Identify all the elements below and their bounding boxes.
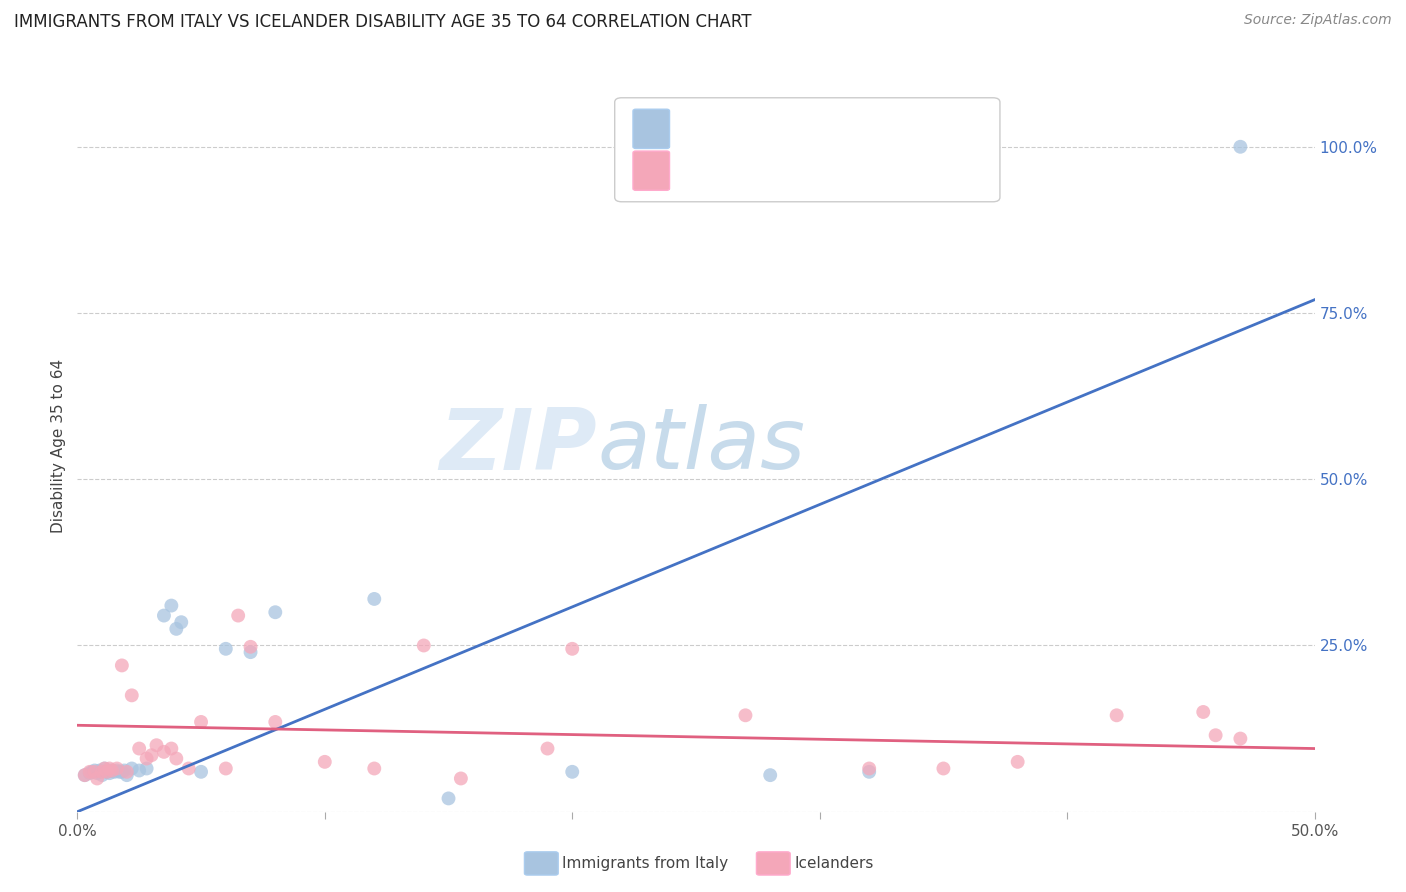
Point bbox=[264, 714, 287, 729]
Point bbox=[264, 605, 287, 619]
Point bbox=[98, 766, 121, 780]
Point bbox=[239, 640, 262, 654]
Point bbox=[98, 762, 121, 776]
Point bbox=[79, 766, 101, 780]
Point bbox=[128, 764, 150, 778]
Point bbox=[153, 608, 176, 623]
Point bbox=[101, 764, 124, 778]
Point bbox=[561, 764, 583, 779]
Text: Source: ZipAtlas.com: Source: ZipAtlas.com bbox=[1244, 13, 1392, 28]
Point bbox=[96, 764, 118, 779]
Point bbox=[450, 772, 472, 786]
Point bbox=[115, 768, 138, 782]
Point bbox=[93, 762, 115, 776]
Point bbox=[111, 764, 134, 779]
Point bbox=[363, 762, 385, 776]
Text: Icelanders: Icelanders bbox=[794, 856, 873, 871]
Point bbox=[314, 755, 336, 769]
Point bbox=[1007, 755, 1029, 769]
Point bbox=[83, 764, 105, 779]
Point bbox=[108, 764, 131, 779]
Point bbox=[226, 608, 249, 623]
Point bbox=[111, 658, 134, 673]
Point bbox=[1105, 708, 1128, 723]
Point bbox=[79, 764, 101, 779]
Point bbox=[858, 764, 880, 779]
Point bbox=[734, 708, 756, 723]
Point bbox=[412, 639, 434, 653]
Point bbox=[165, 751, 187, 765]
Point bbox=[759, 768, 782, 782]
Point bbox=[101, 764, 124, 778]
Point bbox=[93, 762, 115, 776]
Text: ZIP: ZIP bbox=[439, 404, 598, 488]
Text: R =  0.725: R = 0.725 bbox=[678, 120, 766, 138]
Point bbox=[536, 741, 558, 756]
Point bbox=[145, 738, 167, 752]
Point bbox=[170, 615, 193, 630]
Point bbox=[239, 645, 262, 659]
Point bbox=[112, 764, 135, 778]
Point bbox=[128, 741, 150, 756]
Point bbox=[215, 762, 238, 776]
Point bbox=[121, 762, 143, 776]
Point bbox=[135, 751, 157, 765]
Point bbox=[1192, 705, 1215, 719]
Point bbox=[83, 764, 105, 778]
Point bbox=[190, 714, 212, 729]
Point bbox=[160, 599, 183, 613]
Point bbox=[86, 766, 108, 780]
Point bbox=[115, 764, 138, 779]
Point bbox=[215, 641, 238, 656]
Point bbox=[96, 764, 118, 779]
Text: R = -0.134: R = -0.134 bbox=[678, 161, 768, 179]
Point bbox=[437, 791, 460, 805]
Text: Immigrants from Italy: Immigrants from Italy bbox=[562, 856, 728, 871]
Point bbox=[73, 768, 96, 782]
Point bbox=[141, 748, 163, 763]
Point bbox=[932, 762, 955, 776]
Point bbox=[153, 745, 176, 759]
Point bbox=[91, 764, 114, 779]
Point bbox=[1229, 140, 1251, 154]
Point bbox=[858, 762, 880, 776]
Point bbox=[91, 768, 114, 782]
Point bbox=[121, 689, 143, 703]
Text: atlas: atlas bbox=[598, 404, 806, 488]
Point bbox=[561, 641, 583, 656]
Point bbox=[89, 764, 111, 778]
Point bbox=[1229, 731, 1251, 746]
Point bbox=[363, 591, 385, 606]
Text: N = 26: N = 26 bbox=[804, 120, 862, 138]
Point bbox=[73, 768, 96, 782]
Point bbox=[1205, 728, 1227, 742]
Point bbox=[103, 764, 125, 779]
Y-axis label: Disability Age 35 to 64: Disability Age 35 to 64 bbox=[51, 359, 66, 533]
Point bbox=[177, 762, 200, 776]
Point bbox=[86, 772, 108, 786]
Point bbox=[190, 764, 212, 779]
Point bbox=[105, 764, 128, 778]
Point bbox=[165, 622, 187, 636]
Point bbox=[105, 762, 128, 776]
Text: N = 40: N = 40 bbox=[804, 161, 862, 179]
Point bbox=[82, 764, 104, 779]
Point bbox=[135, 762, 157, 776]
Text: IMMIGRANTS FROM ITALY VS ICELANDER DISABILITY AGE 35 TO 64 CORRELATION CHART: IMMIGRANTS FROM ITALY VS ICELANDER DISAB… bbox=[14, 13, 752, 31]
Point bbox=[160, 741, 183, 756]
